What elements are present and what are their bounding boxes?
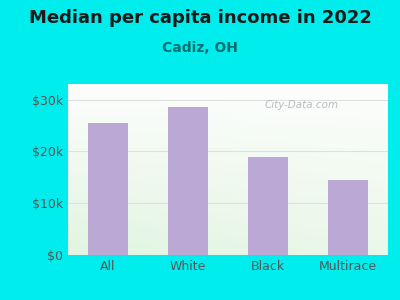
Bar xyxy=(248,157,288,255)
Bar xyxy=(168,107,208,255)
Bar xyxy=(328,180,368,255)
Bar xyxy=(88,123,128,255)
Text: Median per capita income in 2022: Median per capita income in 2022 xyxy=(28,9,372,27)
Text: City-Data.com: City-Data.com xyxy=(264,100,339,110)
Text: Cadiz, OH: Cadiz, OH xyxy=(162,40,238,55)
